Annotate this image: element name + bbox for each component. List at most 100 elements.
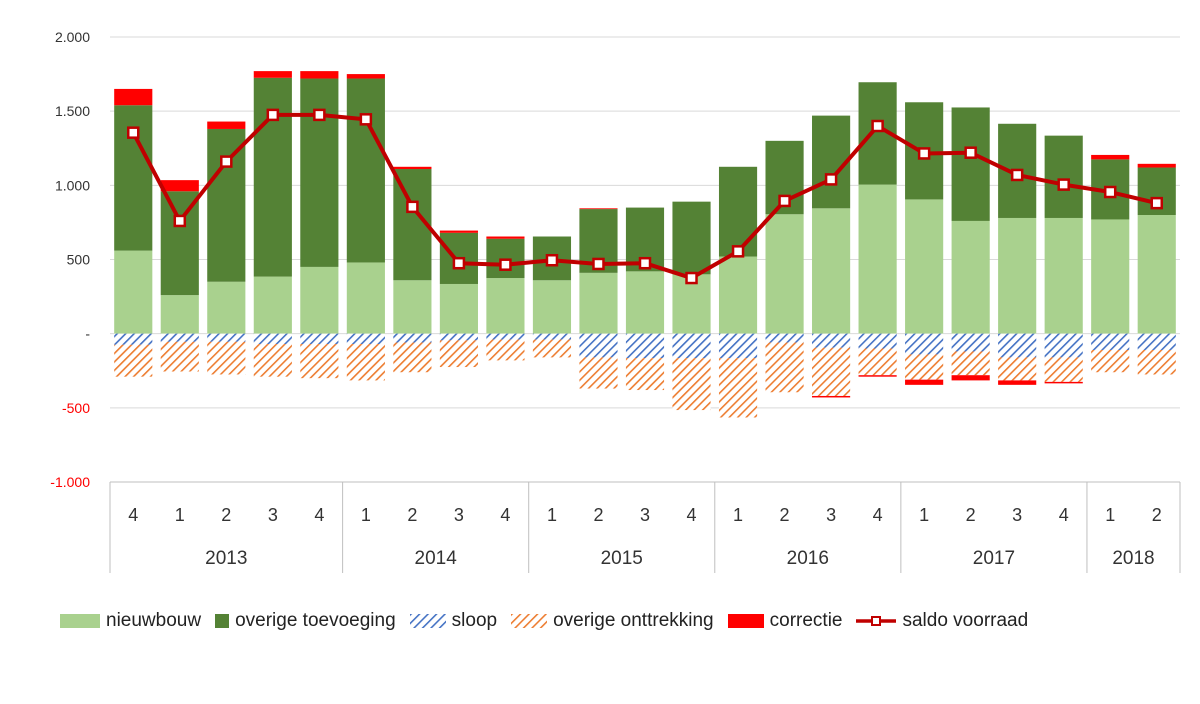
point-saldo-voorraad [638, 256, 652, 270]
point-saldo-voorraad [1057, 178, 1070, 191]
bar-sloop [765, 333, 804, 343]
bar-nieuwbouw [253, 276, 292, 334]
bar-overige-onttrekking [672, 358, 711, 411]
bar-nieuwbouw [1044, 217, 1083, 334]
x-tick-label: 3 [640, 505, 650, 525]
x-tick-label: 1 [733, 505, 743, 525]
x-year-label: 2015 [601, 548, 643, 569]
x-tick-label: 4 [873, 505, 883, 525]
x-tick-label: 3 [268, 505, 278, 525]
bar-sloop [858, 333, 897, 349]
x-tick-label: 2 [780, 505, 790, 525]
point-saldo-voorraad [266, 108, 280, 122]
bar-correctie [300, 71, 339, 79]
legend-label-correctie: correctie [769, 610, 843, 631]
point-saldo-voorraad [917, 147, 931, 160]
x-tick-label: 4 [314, 505, 324, 525]
legend-label-nieuwbouw: nieuwbouw [106, 610, 202, 631]
bar-sloop [160, 333, 199, 342]
y-tick-label: -500 [62, 400, 90, 416]
legend-label-saldo-voorraad: saldo voorraad [902, 610, 1029, 631]
legend-swatch-sloop [409, 614, 446, 628]
bar-sloop [672, 333, 711, 359]
bar-overige-onttrekking [765, 342, 804, 393]
bar-overige-onttrekking [1044, 357, 1083, 382]
legend-label-overige-onttrekking: overige onttrekking [553, 610, 714, 631]
bar-correctie [486, 236, 525, 239]
legend-item-nieuwbouw: nieuwbouw [60, 610, 201, 632]
bar-overige-toevoeging [300, 78, 339, 267]
bar-sloop [998, 333, 1037, 358]
bar-sloop [253, 333, 292, 345]
bar-correctie [905, 379, 944, 385]
point-saldo-voorraad [545, 253, 559, 267]
bar-overige-onttrekking [951, 351, 990, 376]
y-tick-label: - [85, 326, 90, 342]
y-tick-label: 1.000 [55, 177, 90, 193]
bar-nieuwbouw [532, 280, 572, 334]
x-tick-label: 1 [361, 505, 371, 525]
legend-swatch-saldo-voorraad [856, 616, 897, 626]
point-saldo-voorraad [313, 108, 326, 122]
point-saldo-voorraad [359, 113, 373, 126]
x-tick-label: 2 [966, 505, 976, 525]
bar-sloop [1044, 333, 1083, 358]
bar-nieuwbouw [579, 272, 618, 334]
line-layer [127, 108, 1163, 285]
bar-nieuwbouw [207, 281, 246, 334]
bar-sloop [532, 333, 572, 340]
point-saldo-voorraad [1010, 168, 1024, 182]
bar-nieuwbouw [346, 262, 385, 334]
x-tick-label: 3 [454, 505, 464, 525]
bar-correctie [439, 230, 478, 233]
point-saldo-voorraad [1103, 185, 1117, 199]
bar-nieuwbouw [439, 283, 478, 334]
x-tick-label: 4 [500, 505, 510, 525]
x-tick-label: 1 [919, 505, 929, 525]
bar-sloop [393, 333, 432, 343]
bar-overige-toevoeging [672, 201, 711, 275]
legend-label-overige-toevoeging: overige toevoeging [235, 610, 396, 631]
legend: nieuwbouw overige toevoeging sloop overi… [60, 606, 1200, 636]
point-saldo-voorraad [592, 257, 605, 271]
bar-overige-onttrekking [207, 341, 246, 375]
bar-correctie [998, 380, 1037, 385]
bar-overige-toevoeging [1044, 135, 1083, 218]
x-year-label: 2014 [415, 548, 458, 569]
legend-item-correctie: correctie [727, 610, 843, 632]
x-year-label: 2018 [1112, 548, 1154, 569]
x-tick-label: 1 [1105, 505, 1115, 525]
bar-sloop [625, 333, 665, 359]
point-saldo-voorraad [220, 155, 233, 168]
x-tick-label: 3 [826, 505, 836, 525]
bar-overige-onttrekking [1091, 349, 1130, 373]
x-tick-label: 1 [175, 505, 185, 525]
x-tick-label: 3 [1012, 505, 1022, 525]
bar-overige-toevoeging [160, 191, 199, 296]
bar-correctie [160, 180, 199, 192]
bar-nieuwbouw [160, 295, 199, 334]
bar-correctie [253, 71, 292, 78]
x-tick-label: 2 [593, 505, 603, 525]
bar-overige-toevoeging [253, 77, 292, 277]
bar-nieuwbouw [951, 220, 990, 334]
x-tick-label: 2 [407, 505, 417, 525]
bar-overige-onttrekking [160, 341, 199, 372]
bar-overige-onttrekking [300, 344, 339, 379]
y-tick-label: -1.000 [50, 474, 90, 490]
bar-overige-toevoeging [486, 238, 525, 279]
point-saldo-voorraad [406, 200, 419, 214]
bar-sloop [718, 333, 758, 359]
y-tick-label: 1.500 [55, 103, 90, 119]
bar-correctie [1044, 381, 1083, 384]
bar-nieuwbouw [1137, 215, 1176, 334]
bar-overige-toevoeging [346, 78, 385, 263]
bar-sloop [1091, 333, 1130, 350]
bar-layer [114, 71, 1176, 418]
bar-nieuwbouw [300, 266, 339, 334]
x-tick-label: 2 [221, 505, 231, 525]
x-tick-label: 4 [128, 505, 138, 525]
point-saldo-voorraad [127, 126, 140, 139]
